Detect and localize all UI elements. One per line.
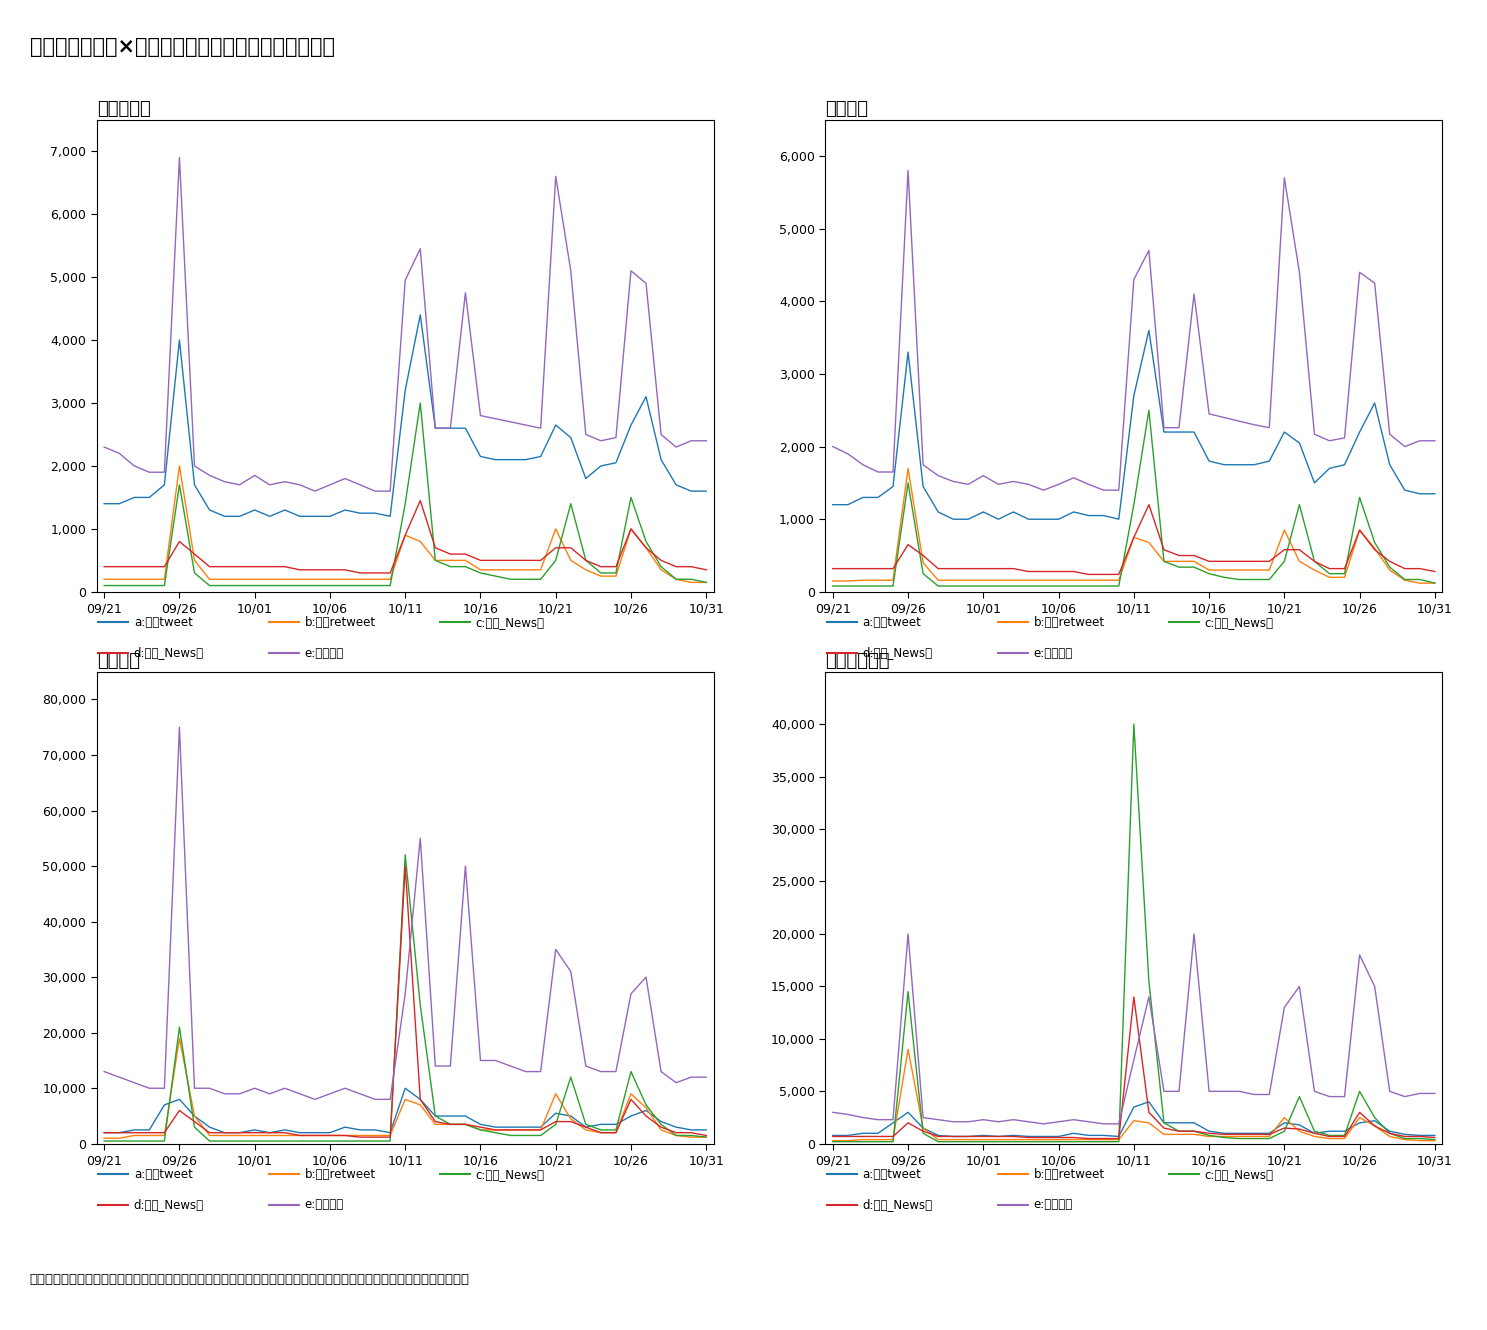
Text: e:単独発信: e:単独発信 <box>305 646 343 660</box>
Text: e:単独発信: e:単独発信 <box>1033 646 1072 660</box>
Text: e:単独発信: e:単独発信 <box>305 1198 343 1212</box>
Text: b:引用retweet: b:引用retweet <box>305 616 376 629</box>
Text: （注１）　いいね数とリツイート数はツイートごとに投稿時点からデータ取得時点までの間隔が異なるため大雑把な指標。: （注１） いいね数とリツイート数はツイートごとに投稿時点からデータ取得時点までの… <box>30 1273 470 1286</box>
Text: a:返信tweet: a:返信tweet <box>134 1168 193 1181</box>
Text: c:参照_News等: c:参照_News等 <box>476 616 544 629</box>
Text: a:返信tweet: a:返信tweet <box>862 616 922 629</box>
Text: d:参照_News外: d:参照_News外 <box>134 646 204 660</box>
Text: c:参照_News等: c:参照_News等 <box>476 1168 544 1181</box>
Text: e:単独発信: e:単独発信 <box>1033 1198 1072 1212</box>
Text: c:参照_News等: c:参照_News等 <box>1204 616 1273 629</box>
Text: リツイート数: リツイート数 <box>825 652 889 670</box>
Text: a:返信tweet: a:返信tweet <box>862 1168 922 1181</box>
Text: a:返信tweet: a:返信tweet <box>134 616 193 629</box>
Text: c:参照_News等: c:参照_News等 <box>1204 1168 1273 1181</box>
Text: d:参照_News外: d:参照_News外 <box>862 646 932 660</box>
Text: 投稿者数: 投稿者数 <box>825 100 868 118</box>
Text: b:引用retweet: b:引用retweet <box>1033 1168 1105 1181</box>
Text: ツイート数: ツイート数 <box>97 100 150 118</box>
Text: d:参照_News外: d:参照_News外 <box>862 1198 932 1212</box>
Text: b:引用retweet: b:引用retweet <box>1033 616 1105 629</box>
Text: いいね数: いいね数 <box>97 652 140 670</box>
Text: 図表３　投稿日×おおまかな投稿契機ごとの投稿状況: 図表３ 投稿日×おおまかな投稿契機ごとの投稿状況 <box>30 37 335 57</box>
Text: b:引用retweet: b:引用retweet <box>305 1168 376 1181</box>
Text: d:参照_News外: d:参照_News外 <box>134 1198 204 1212</box>
